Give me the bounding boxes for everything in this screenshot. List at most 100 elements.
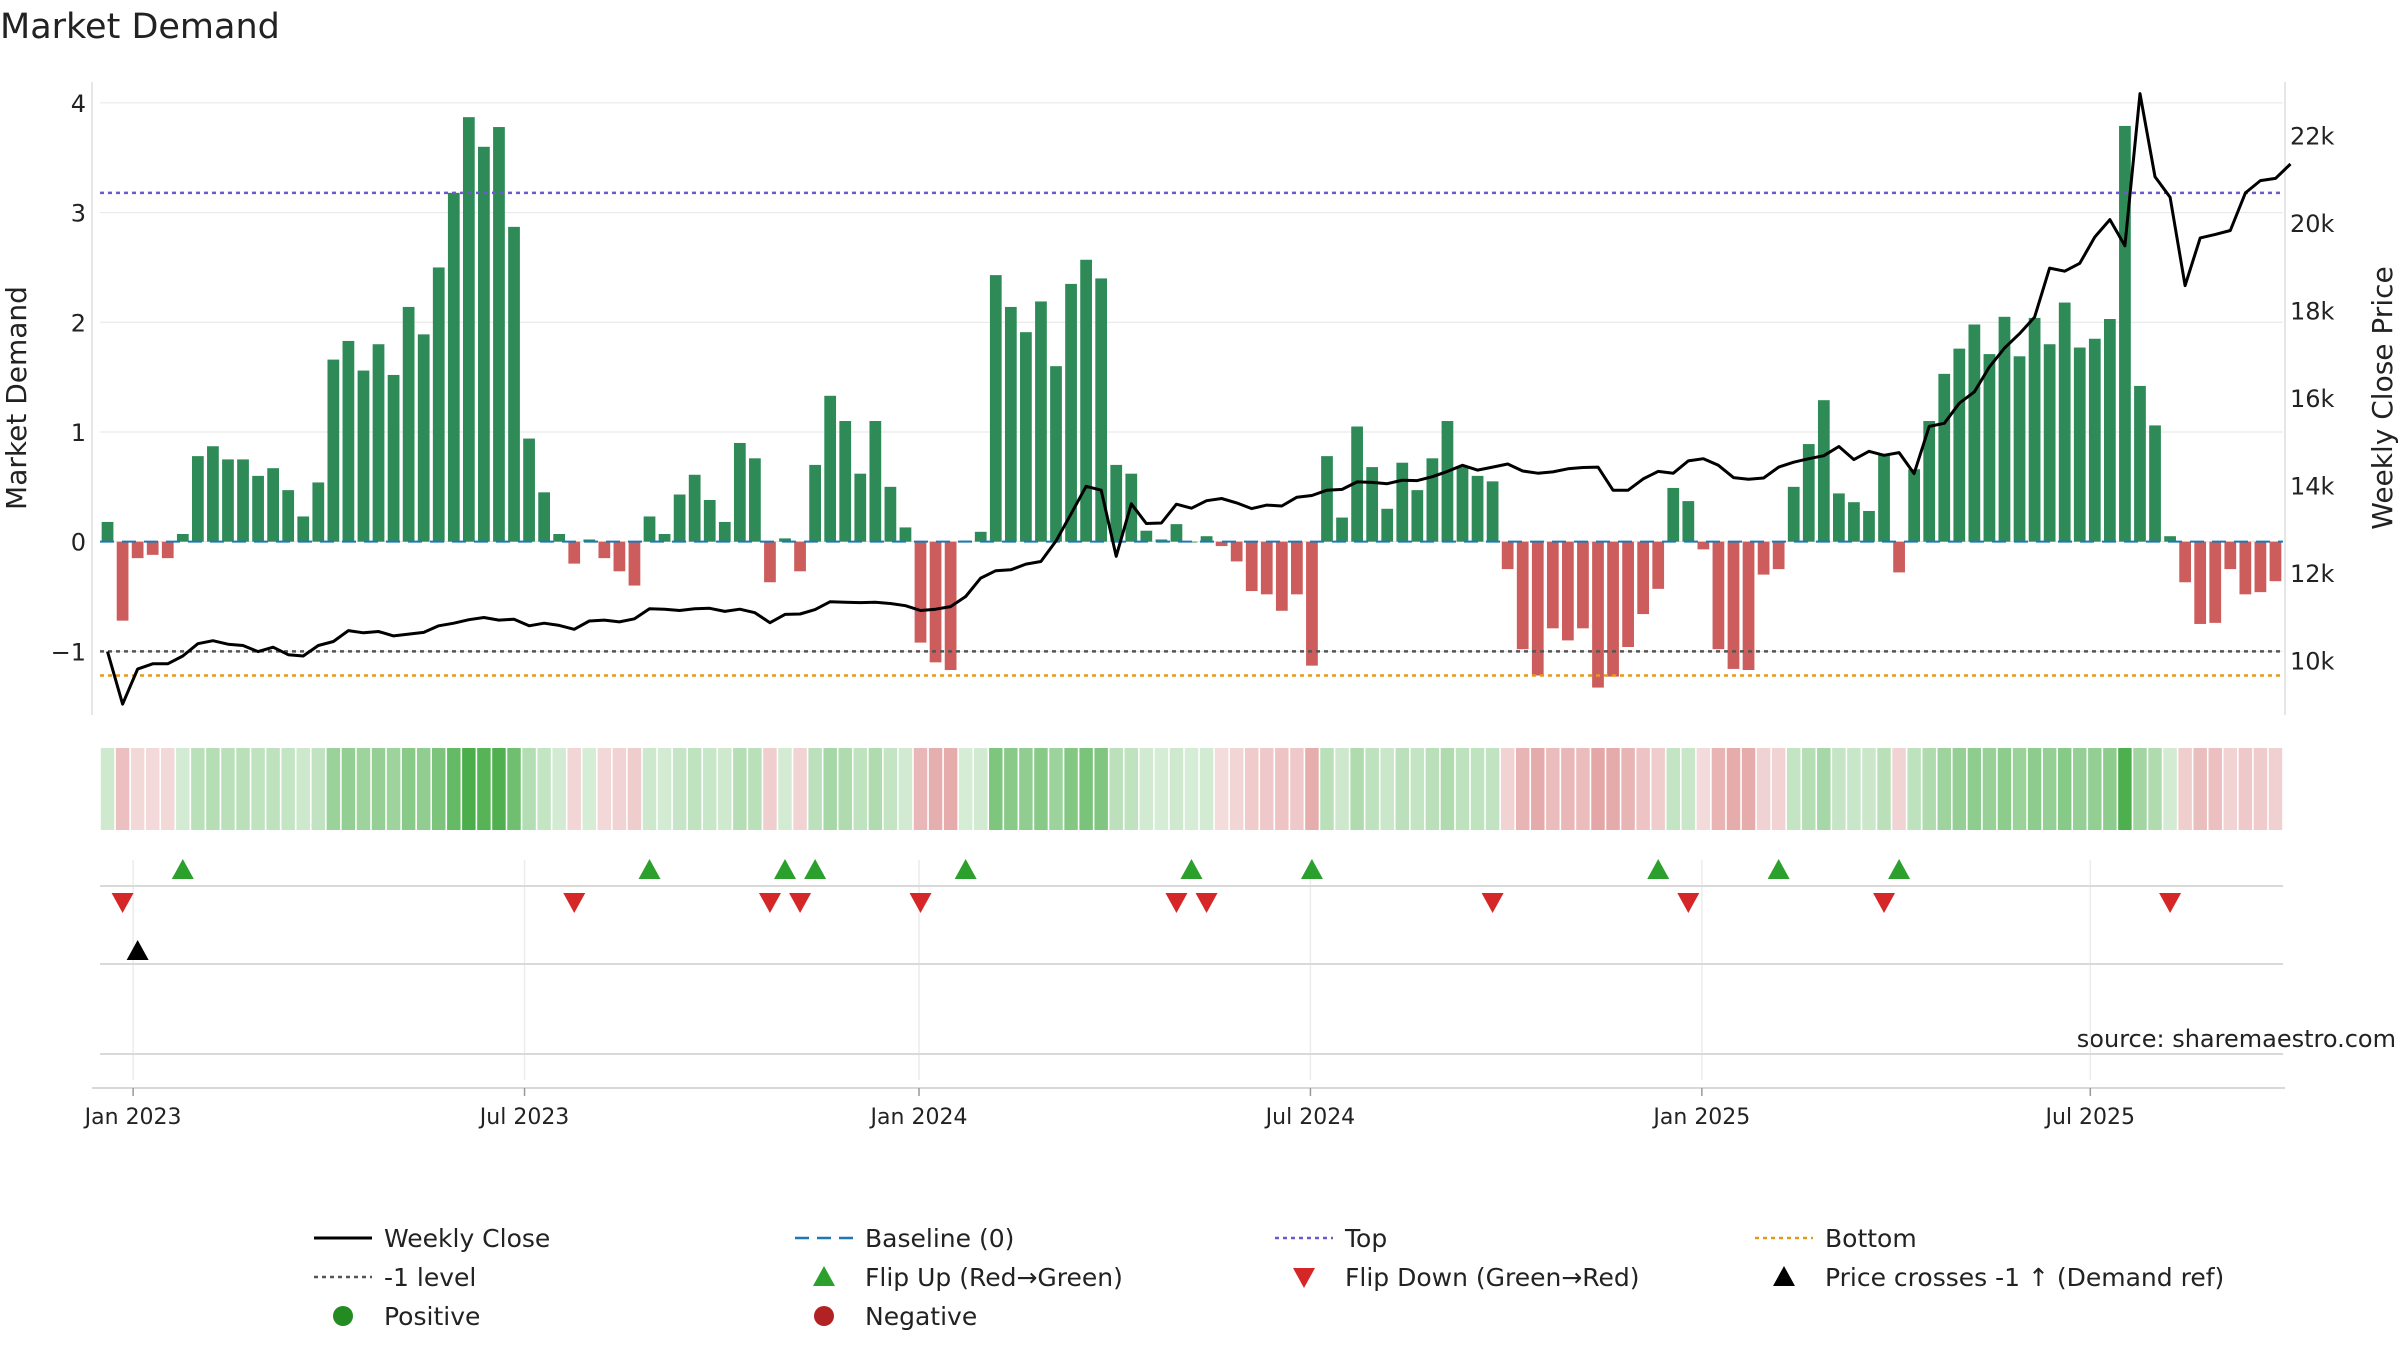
demand-bar-positive — [2103, 319, 2116, 542]
heat-strip-cell — [1395, 748, 1409, 830]
heat-strip-cell — [522, 748, 536, 830]
x-axis-tick-label: Jul 2025 — [2044, 1105, 2136, 1130]
y-axis-left-tick-label: −1 — [51, 638, 86, 666]
y-axis-right-tick-label: 18k — [2290, 298, 2335, 326]
demand-bar-positive — [237, 459, 249, 542]
demand-bar-positive — [267, 468, 280, 542]
heat-strip-cell — [958, 748, 973, 830]
demand-bar-positive — [2119, 125, 2131, 542]
heat-strip-cell — [2103, 748, 2117, 830]
flip-down-marker — [909, 893, 932, 913]
demand-bar-negative — [568, 541, 581, 564]
demand-bar-positive — [1833, 493, 1845, 542]
heat-strip-cell — [341, 748, 356, 830]
demand-bar-positive — [1923, 421, 1936, 542]
heat-strip-cell — [356, 748, 371, 830]
heat-strip-cell — [1696, 748, 1711, 830]
heat-strip-cell — [326, 748, 341, 830]
legend-item: Bottom — [1755, 1224, 1917, 1253]
flip-up-marker — [954, 859, 977, 879]
heat-strip-cell — [1004, 748, 1018, 830]
heat-strip-cell — [1365, 748, 1379, 830]
demand-bar-negative — [598, 541, 611, 559]
heat-strip-cell — [733, 748, 747, 830]
heat-strip-cell — [2163, 748, 2177, 830]
y-axis-right-tick-label: 22k — [2290, 123, 2335, 151]
heat-strip-cell — [1847, 748, 1861, 830]
heat-strip-cell — [748, 748, 762, 830]
heat-strip-cell — [492, 748, 506, 830]
heat-strip-cell — [1591, 748, 1605, 830]
heat-strip-cell — [1621, 748, 1635, 830]
heat-strip-cell — [1531, 748, 1545, 830]
demand-bar-negative — [116, 541, 129, 621]
demand-bar-positive — [297, 516, 310, 542]
demand-bar-negative — [914, 541, 927, 643]
heat-strip-cell — [462, 748, 476, 830]
demand-bar-positive — [899, 527, 912, 542]
demand-bar-positive — [974, 531, 987, 542]
heat-strip-cell — [401, 748, 416, 830]
heat-strip-cell — [823, 748, 837, 830]
demand-bar-positive — [1110, 464, 1123, 542]
heat-strip-cell — [1786, 748, 1801, 830]
heat-strip-cell — [100, 748, 115, 830]
demand-bar-positive — [2073, 347, 2086, 542]
heat-strip-cell — [1500, 748, 1515, 830]
demand-bar-negative — [794, 541, 806, 572]
heat-strip-cell — [913, 748, 928, 830]
heat-strip-cell — [1094, 748, 1108, 830]
heat-strip-cell — [1561, 748, 1575, 830]
heat-strip-cell — [1290, 748, 1304, 830]
demand-bar-negative — [628, 541, 641, 586]
demand-bar-positive — [1667, 487, 1680, 542]
legend-label: Top — [1344, 1224, 1387, 1253]
heat-strip-cell — [206, 748, 220, 830]
heat-strip-cell — [1440, 748, 1455, 830]
legend-label: Price crosses -1 ↑ (Demand ref) — [1825, 1263, 2224, 1292]
flip-up-marker — [774, 859, 797, 879]
heat-strip-cell — [1952, 748, 1967, 830]
demand-bar-positive — [553, 534, 566, 542]
demand-bar-negative — [1757, 541, 1770, 575]
demand-bar-positive — [884, 486, 897, 542]
y-axis-right-tick-label: 10k — [2290, 647, 2335, 675]
chart-title: Market Demand — [0, 7, 280, 47]
flip-up-marker — [638, 859, 661, 879]
heat-strip-cell — [1997, 748, 2012, 830]
heat-strip-cell — [853, 748, 868, 830]
demand-bar-positive — [1426, 458, 1439, 542]
demand-bar-negative — [131, 541, 144, 559]
demand-bar-positive — [1471, 475, 1484, 542]
heat-strip-cell — [883, 748, 898, 830]
demand-bar-negative — [2179, 541, 2192, 583]
heat-strip-cell — [928, 748, 943, 830]
demand-bar-negative — [764, 541, 776, 583]
heat-strip-cell — [974, 748, 988, 830]
demand-bar-negative — [2239, 541, 2252, 595]
demand-bar-positive — [1486, 481, 1499, 542]
y-axis-left-tick-label: 1 — [71, 419, 86, 447]
legend-label: Positive — [384, 1302, 480, 1331]
demand-bar-negative — [2224, 541, 2237, 570]
heat-strip-cell — [432, 748, 446, 830]
heat-strip-cell — [703, 748, 717, 830]
demand-bar-negative — [161, 541, 174, 559]
demand-bar-positive — [869, 421, 882, 542]
heat-strip-cell — [1756, 748, 1771, 830]
heat-strip-cell — [943, 748, 958, 830]
demand-bar-negative — [1546, 541, 1559, 629]
heat-strip-cell — [1169, 748, 1184, 830]
x-axis-tick-label: Jan 2024 — [869, 1105, 968, 1130]
demand-bar-negative — [2269, 541, 2282, 582]
demand-bar-positive — [357, 370, 370, 542]
demand-bar-positive — [1065, 283, 1077, 542]
flip-down-marker — [2159, 893, 2182, 913]
heat-strip-cell — [2088, 748, 2102, 830]
demand-bar-positive — [1848, 502, 1860, 542]
heat-strip-cell — [763, 748, 777, 830]
legend-item: Weekly Close — [314, 1224, 550, 1253]
heat-strip-cell — [1034, 748, 1048, 830]
demand-bar-positive — [1170, 524, 1183, 542]
demand-bar-negative — [1607, 541, 1619, 677]
